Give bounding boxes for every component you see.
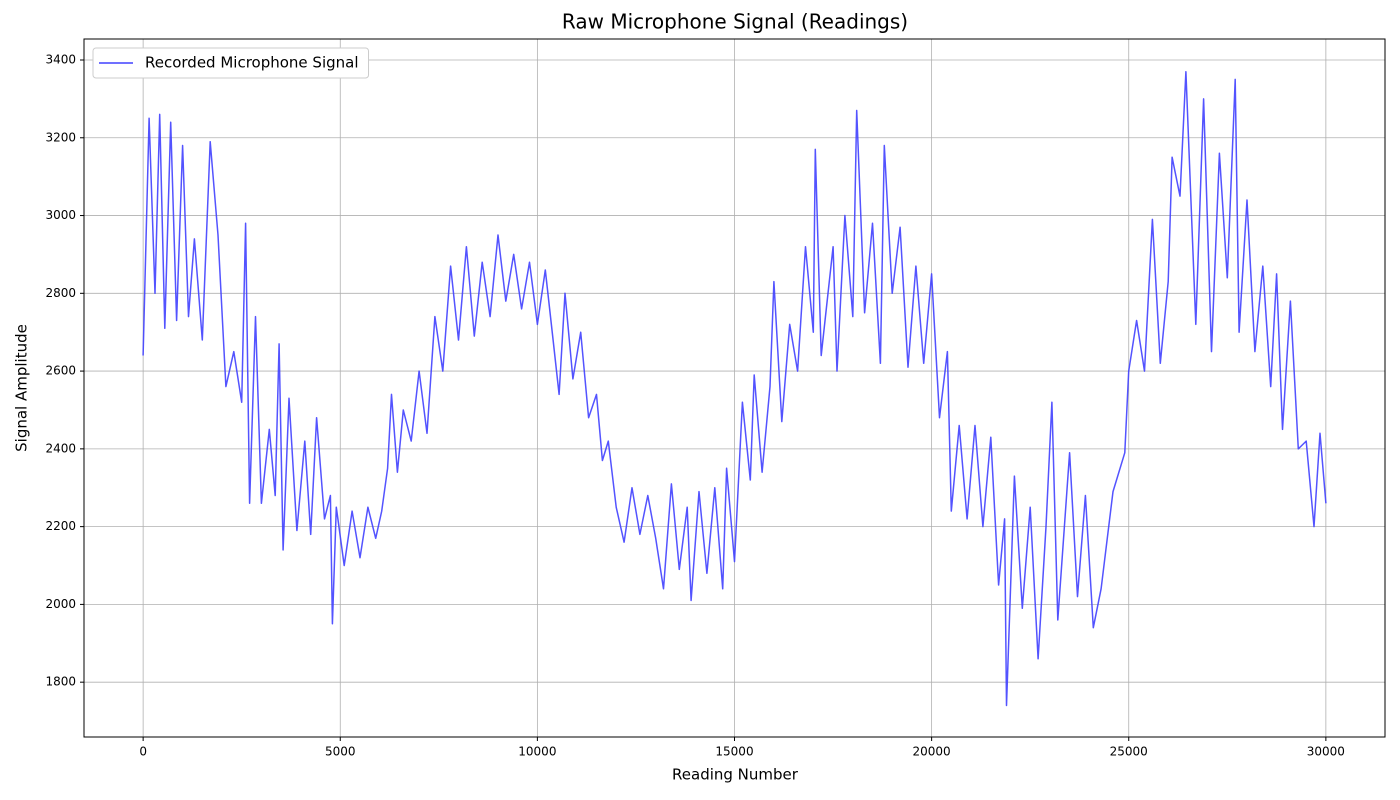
x-axis-label: Reading Number — [672, 766, 799, 784]
y-tick-label: 3200 — [45, 130, 76, 144]
x-tick-label: 30000 — [1307, 745, 1345, 759]
x-tick-label: 5000 — [325, 745, 356, 759]
y-tick-label: 2000 — [45, 597, 76, 611]
y-tick-label: 2200 — [45, 519, 76, 533]
x-tick-label: 20000 — [913, 745, 951, 759]
plot-frame — [83, 38, 1386, 738]
x-tick-label: 10000 — [518, 745, 556, 759]
y-tick-label: 3400 — [45, 52, 76, 66]
y-tick-label: 1800 — [45, 675, 76, 689]
y-tick-label: 2600 — [45, 364, 76, 378]
chart-title: Raw Microphone Signal (Readings) — [562, 10, 908, 34]
signal-line — [142, 70, 1327, 707]
legend-box — [92, 47, 370, 79]
y-axis-label: Signal Amplitude — [13, 324, 31, 452]
y-tick-label: 2800 — [45, 286, 76, 300]
x-tick-label: 15000 — [715, 745, 753, 759]
legend-label: Recorded Microphone Signal — [145, 54, 359, 72]
x-tick-label: 25000 — [1110, 745, 1148, 759]
y-tick-label: 3000 — [45, 208, 76, 222]
x-tick-label: 0 — [139, 745, 147, 759]
y-tick-label: 2400 — [45, 441, 76, 455]
